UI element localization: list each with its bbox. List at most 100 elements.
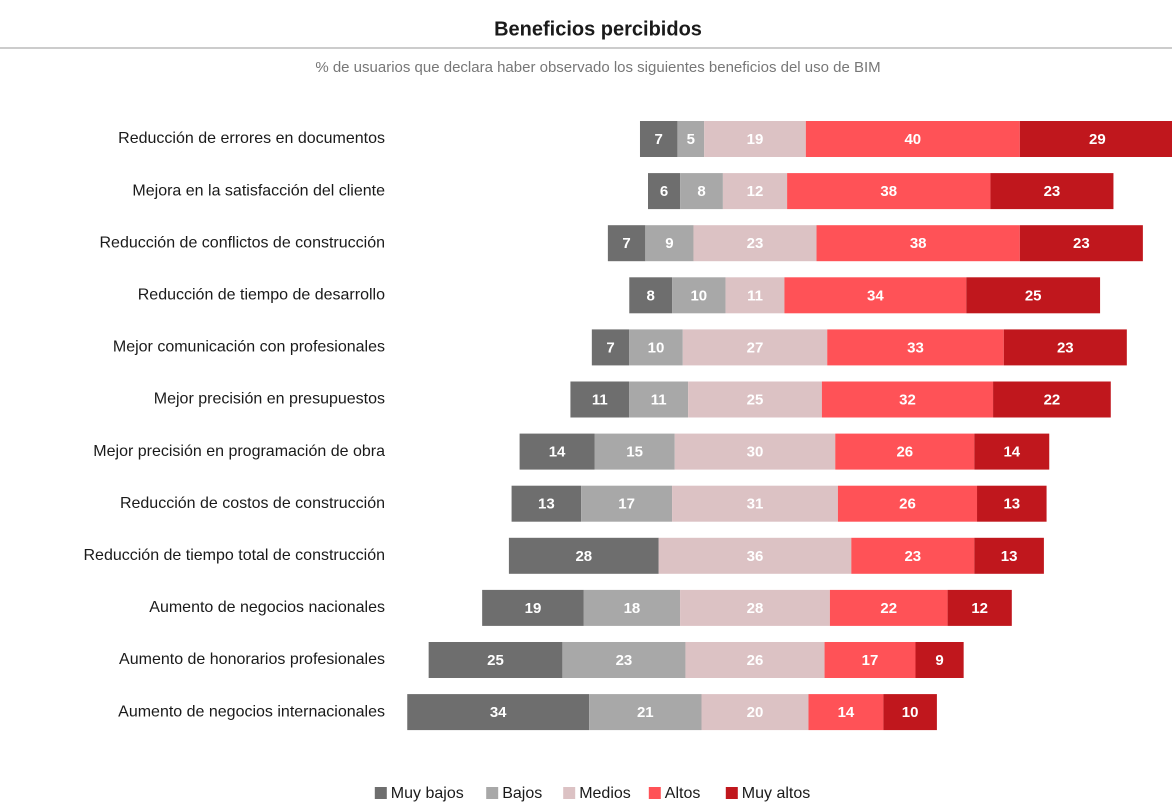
bar-segment [947,589,1012,626]
bar-segment [583,589,681,626]
chart-title: Beneficios percibidos [494,18,702,40]
value-label: 25 [487,652,504,669]
value-label: 26 [747,652,764,669]
bar-segment [682,329,828,366]
legend-swatch [486,787,499,799]
category-label: Reducción de tiempo total de construcció… [83,547,385,564]
value-label: 17 [862,652,879,669]
bar-segment [974,537,1044,574]
bar-segment [639,121,678,157]
value-label: 23 [616,652,633,669]
bar-segment [591,329,630,366]
bar-segment [594,433,675,470]
bar-segment [581,485,673,522]
bar-segment [835,433,975,470]
value-label: 12 [971,600,988,617]
value-label: 21 [637,704,654,721]
legend-label: Muy bajos [391,785,464,802]
value-label: 25 [747,391,764,408]
value-label: 11 [592,391,608,408]
value-label: 11 [651,391,667,408]
value-label: 7 [622,235,630,252]
value-label: 10 [902,704,919,721]
bar-segment [993,381,1111,418]
bar-segment [508,537,659,574]
bar-segment [784,277,967,314]
value-label: 14 [549,444,566,461]
value-label: 19 [747,131,764,148]
bar-segment [1019,225,1143,262]
bar-segment [829,589,948,626]
bar-segment [974,433,1050,470]
bar-segment [672,485,838,522]
bar-segment [677,121,705,157]
legend-swatch [725,787,738,799]
bar-segment [1019,121,1172,157]
bar-segment [482,589,584,626]
value-label: 33 [907,339,924,356]
bar-segment [827,329,1004,366]
bar-segment [428,642,563,678]
value-label: 29 [1089,131,1106,148]
bar-segment [701,694,809,731]
bar-segment [722,173,788,210]
value-label: 17 [618,496,635,513]
value-label: 27 [747,339,764,356]
value-label: 28 [747,600,764,617]
value-label: 34 [867,287,884,304]
bar-segment [629,329,683,366]
value-label: 10 [648,339,665,356]
value-label: 26 [899,496,916,513]
bar-segment [1003,329,1127,366]
legend-label: Altos [665,785,701,802]
value-label: 9 [665,235,673,252]
value-label: 20 [747,704,764,721]
value-label: 12 [747,183,764,200]
legend-label: Bajos [502,785,542,802]
value-label: 8 [647,287,655,304]
bar-segment [629,381,689,418]
category-label: Aumento de honorarios profesionales [119,651,385,668]
bar-segment [883,694,937,731]
bar-segment [680,589,830,626]
bar-segment [562,642,686,678]
value-label: 31 [747,496,764,513]
bar-segment [685,642,825,678]
value-label: 19 [525,600,542,617]
value-label: 28 [575,548,592,565]
category-label: Reducción de tiempo de desarrollo [138,287,385,304]
bar-segment [648,173,681,210]
bar-segment [808,694,884,731]
category-label: Mejor precisión en programación de obra [93,443,385,460]
value-label: 14 [838,704,855,721]
value-label: 22 [880,600,897,617]
bar-segment [787,173,991,210]
bar-segment [674,433,836,470]
value-label: 7 [655,131,663,148]
bar-segment [915,642,964,678]
value-label: 14 [1003,444,1020,461]
value-label: 30 [747,444,764,461]
value-label: 8 [697,183,705,200]
legend-swatch [563,787,576,799]
bar-segment [990,173,1114,210]
bar-segment [570,381,630,418]
value-label: 36 [747,548,764,565]
legend-swatch [648,787,661,799]
value-label: 23 [904,548,921,565]
value-label: 26 [896,444,913,461]
value-label: 18 [624,600,641,617]
bar-segment [519,433,595,470]
category-label: Reducción de conflictos de construcción [100,234,386,251]
category-label: Reducción de costos de construcción [120,495,385,512]
bar-segment [837,485,978,522]
value-label: 23 [1057,339,1074,356]
value-label: 6 [660,183,668,200]
bar-segment [693,225,817,262]
chart-subtitle: % de usuarios que declara haber observad… [315,59,880,76]
bar-segment [821,381,994,418]
value-label: 13 [538,496,555,513]
legend-label: Muy altos [742,785,810,802]
bar-segment [658,537,852,574]
